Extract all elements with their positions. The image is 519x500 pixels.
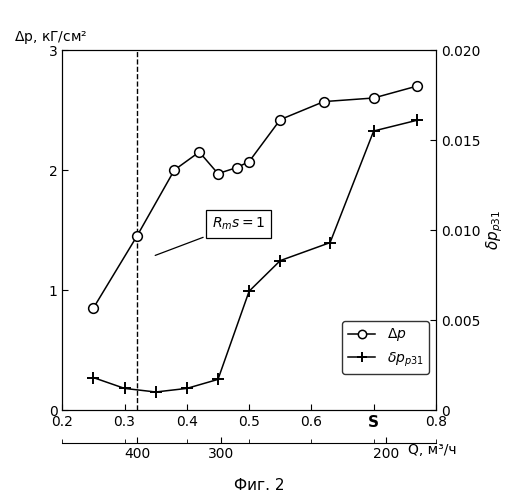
Text: $R_m s=1$: $R_m s=1$ (155, 216, 265, 256)
Text: $\Delta$p, кГ/см²: $\Delta$p, кГ/см² (13, 30, 87, 46)
Text: Q, м³/ч: Q, м³/ч (408, 442, 457, 456)
Y-axis label: $\delta p_{p31}$: $\delta p_{p31}$ (485, 210, 505, 250)
Text: Фиг. 2: Фиг. 2 (234, 478, 285, 493)
Legend: $\Delta p$, $\delta p_{p31}$: $\Delta p$, $\delta p_{p31}$ (342, 321, 429, 374)
